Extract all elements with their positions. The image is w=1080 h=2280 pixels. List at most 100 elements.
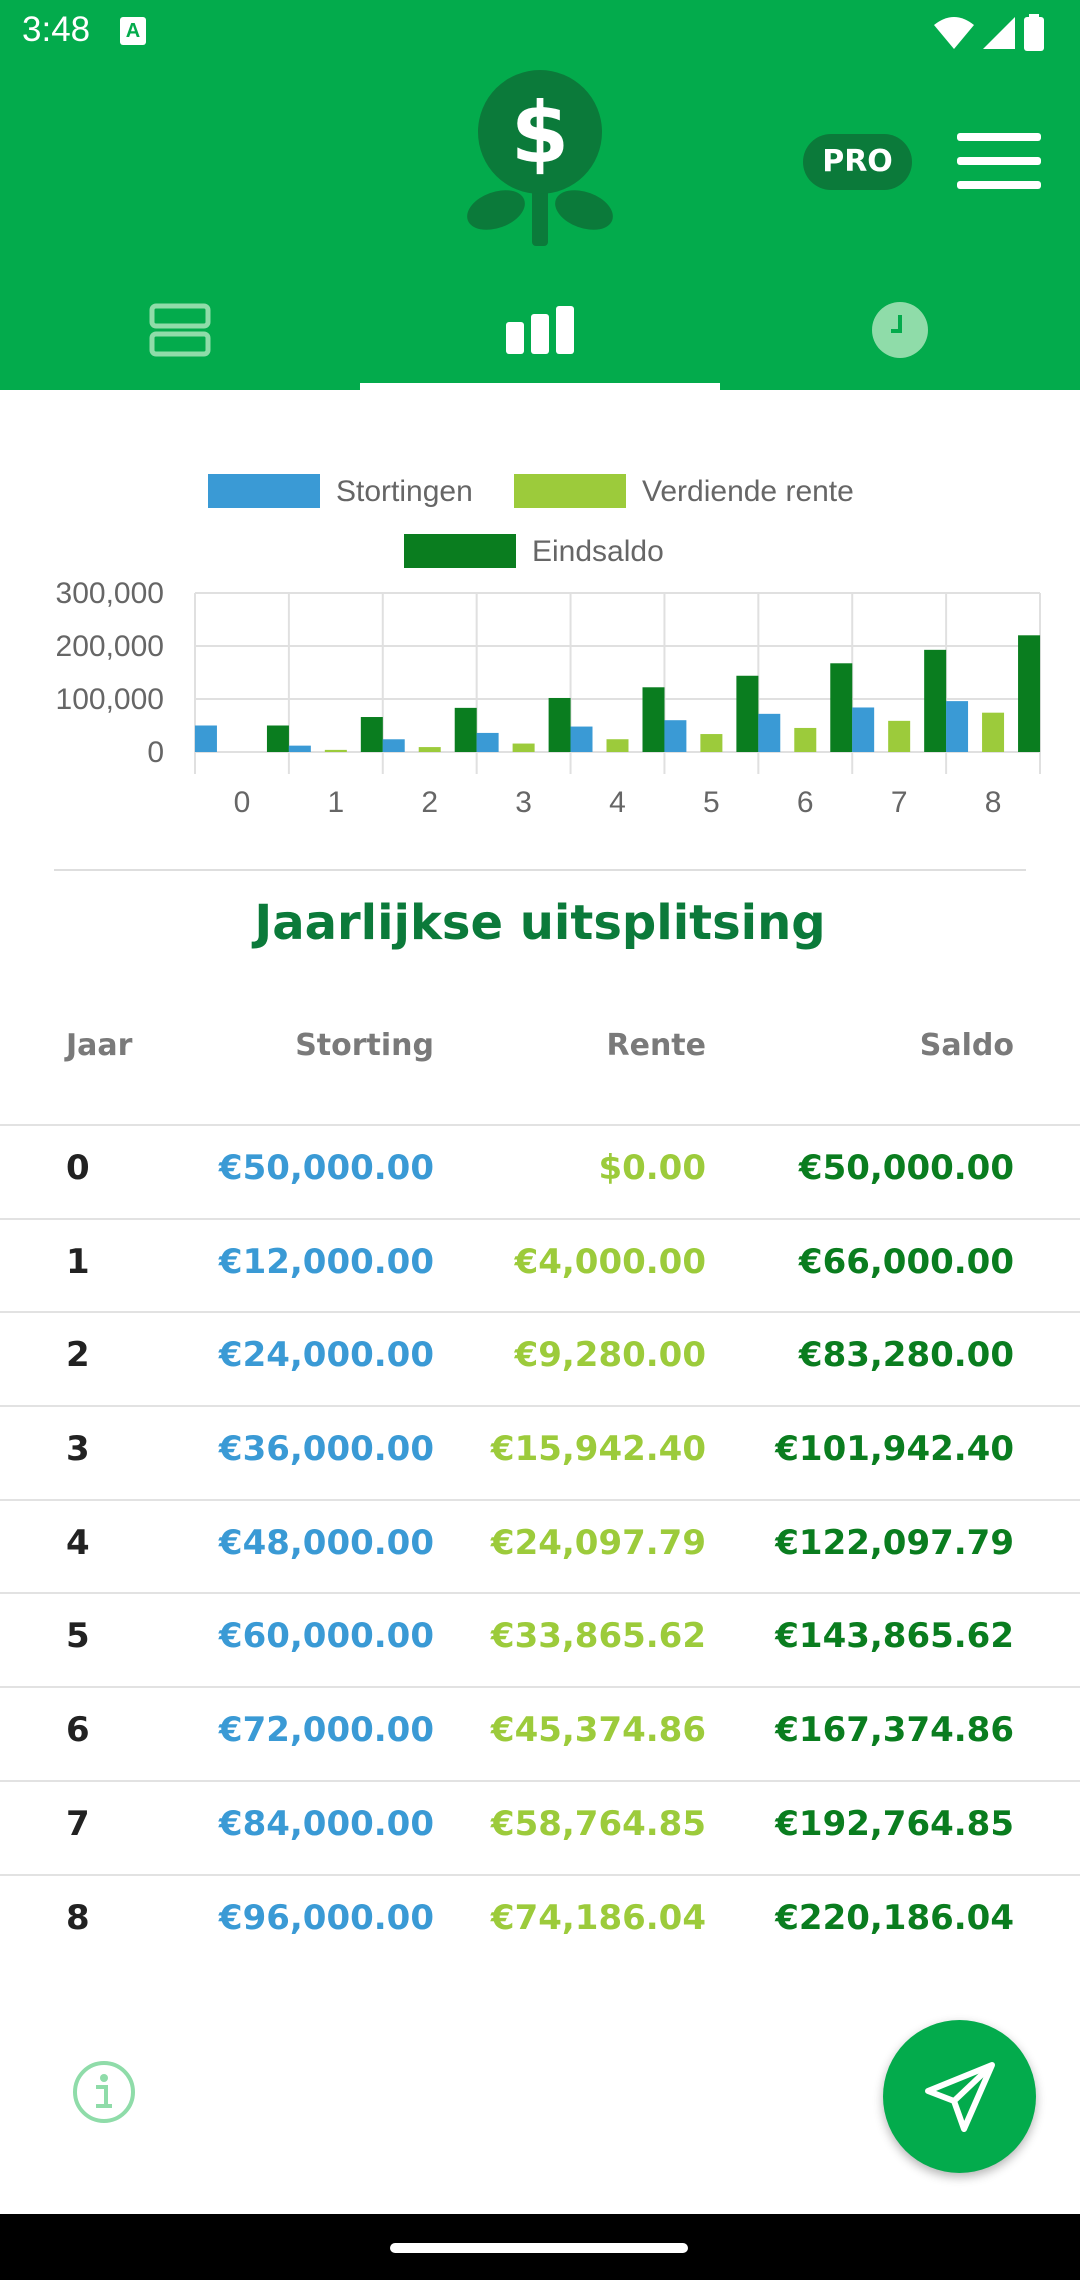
x-tick-label: 4: [609, 786, 626, 819]
cell-deposit: €50,000.00: [218, 1148, 434, 1188]
battery-icon: [1024, 14, 1044, 51]
header-year: Jaar: [66, 1028, 133, 1063]
cell-balance: €122,097.79: [775, 1522, 1014, 1563]
table-row: 6 €72,000.00 €45,374.86 €167,374.86: [0, 1686, 1080, 1780]
cell-balance: €220,186.04: [775, 1897, 1014, 1938]
bar: [266, 725, 289, 752]
tab-history[interactable]: [720, 270, 1080, 390]
bar-chart-icon: [506, 306, 574, 354]
table-body: 0 €50,000.00 $0.00 €50,000.00 1 €12,000.…: [0, 1124, 1080, 1967]
cell-deposit: €24,000.00: [218, 1335, 434, 1376]
tab-list[interactable]: [0, 270, 360, 390]
legend-swatch: [208, 474, 320, 508]
cell-year: 4: [66, 1522, 90, 1563]
cell-interest: €9,280.00: [514, 1335, 706, 1376]
cell-interest: €74,186.04: [490, 1897, 706, 1938]
cell-interest: €4,000.00: [514, 1241, 706, 1282]
cell-balance: €167,374.86: [775, 1710, 1014, 1751]
cell-balance: €143,865.62: [775, 1616, 1014, 1657]
wifi-icon: [933, 17, 974, 49]
cell-deposit: €48,000.00: [218, 1522, 434, 1563]
cell-interest: $0.00: [598, 1148, 706, 1188]
status-icons: [932, 14, 1046, 54]
cell-interest: €58,764.85: [490, 1803, 706, 1844]
bar: [570, 726, 593, 752]
clock-icon: [872, 302, 928, 358]
x-tick-label: 3: [515, 786, 532, 819]
cell-year: 0: [66, 1148, 90, 1188]
cell-balance: €83,280.00: [798, 1335, 1014, 1376]
legend-swatch: [404, 534, 516, 568]
cell-interest: €33,865.62: [490, 1616, 706, 1657]
bar: [700, 734, 723, 752]
tab-bar: [0, 270, 1080, 390]
cell-balance: €66,000.00: [798, 1241, 1014, 1282]
legend-swatch: [514, 474, 626, 508]
send-button[interactable]: [883, 2020, 1036, 2173]
cell-deposit: €36,000.00: [218, 1429, 434, 1470]
cell-year: 8: [66, 1897, 90, 1938]
cell-year: 3: [66, 1429, 90, 1470]
bar: [288, 745, 311, 752]
bar: [758, 713, 781, 752]
section-title: Jaarlijkse uitsplitsing: [254, 895, 826, 951]
bar: [794, 727, 817, 752]
info-icon[interactable]: [72, 2060, 136, 2124]
header-deposit: Storting: [295, 1028, 434, 1063]
legend-label: Verdiende rente: [642, 475, 854, 508]
bar: [830, 663, 853, 752]
bar: [852, 707, 875, 752]
bar: [476, 732, 499, 752]
bar: [418, 747, 441, 752]
hamburger-menu-icon[interactable]: [957, 133, 1041, 189]
table-row: 2 €24,000.00 €9,280.00 €83,280.00: [0, 1311, 1080, 1405]
bar: [736, 675, 759, 752]
bar: [360, 717, 383, 752]
x-tick-label: 7: [891, 786, 908, 819]
x-tick-label: 0: [234, 786, 251, 819]
cell-interest: €15,942.40: [490, 1429, 706, 1470]
cell-deposit: €12,000.00: [218, 1241, 434, 1282]
active-tab-indicator: [360, 383, 720, 390]
cell-deposit: €96,000.00: [218, 1897, 434, 1938]
bar: [512, 743, 535, 752]
table-row: 8 €96,000.00 €74,186.04 €220,186.04: [0, 1873, 1080, 1968]
x-tick-label: 8: [985, 786, 1002, 819]
cell-balance: €50,000.00: [798, 1148, 1014, 1188]
bar: [454, 707, 477, 752]
x-tick-label: 1: [327, 786, 344, 819]
bar-chart: Stortingen Verdiende rente Eindsaldo 300,00…: [56, 474, 1041, 819]
bar: [642, 687, 665, 752]
table-row: 3 €36,000.00 €15,942.40 €101,942.40: [0, 1405, 1080, 1499]
svg-text:$: $: [511, 84, 569, 182]
cell-deposit: €84,000.00: [218, 1803, 434, 1844]
table-header: Jaar Storting Rente Saldo: [0, 1008, 1080, 1088]
cell-deposit: €60,000.00: [218, 1616, 434, 1657]
bar: [194, 725, 217, 752]
tab-chart[interactable]: [360, 270, 720, 390]
bar: [982, 712, 1005, 752]
cell-balance: €101,942.40: [775, 1429, 1014, 1470]
header-interest: Rente: [606, 1028, 707, 1063]
bar: [1018, 635, 1041, 752]
header-balance: Saldo: [919, 1028, 1014, 1063]
cell-interest: €24,097.79: [490, 1522, 706, 1563]
home-gesture-handle[interactable]: [390, 2243, 688, 2253]
list-icon: [149, 303, 211, 357]
table-row: 5 €60,000.00 €33,865.62 €143,865.62: [0, 1592, 1080, 1686]
cell-year: 5: [66, 1616, 90, 1657]
cell-deposit: €72,000.00: [218, 1710, 434, 1751]
y-tick-label: 300,000: [56, 577, 164, 610]
cell-year: 6: [66, 1710, 90, 1751]
legend-label: Eindsaldo: [532, 535, 664, 568]
send-icon: [924, 2061, 995, 2132]
bar: [382, 739, 405, 752]
pro-badge[interactable]: PRO: [803, 134, 912, 190]
cell-interest: €45,374.86: [490, 1710, 706, 1751]
divider: [54, 869, 1026, 871]
bar: [324, 749, 347, 752]
status-time: 3:48: [22, 10, 91, 49]
cell-year: 2: [66, 1335, 90, 1376]
table-row: 4 €48,000.00 €24,097.79 €122,097.79: [0, 1498, 1080, 1593]
bar: [924, 649, 947, 752]
